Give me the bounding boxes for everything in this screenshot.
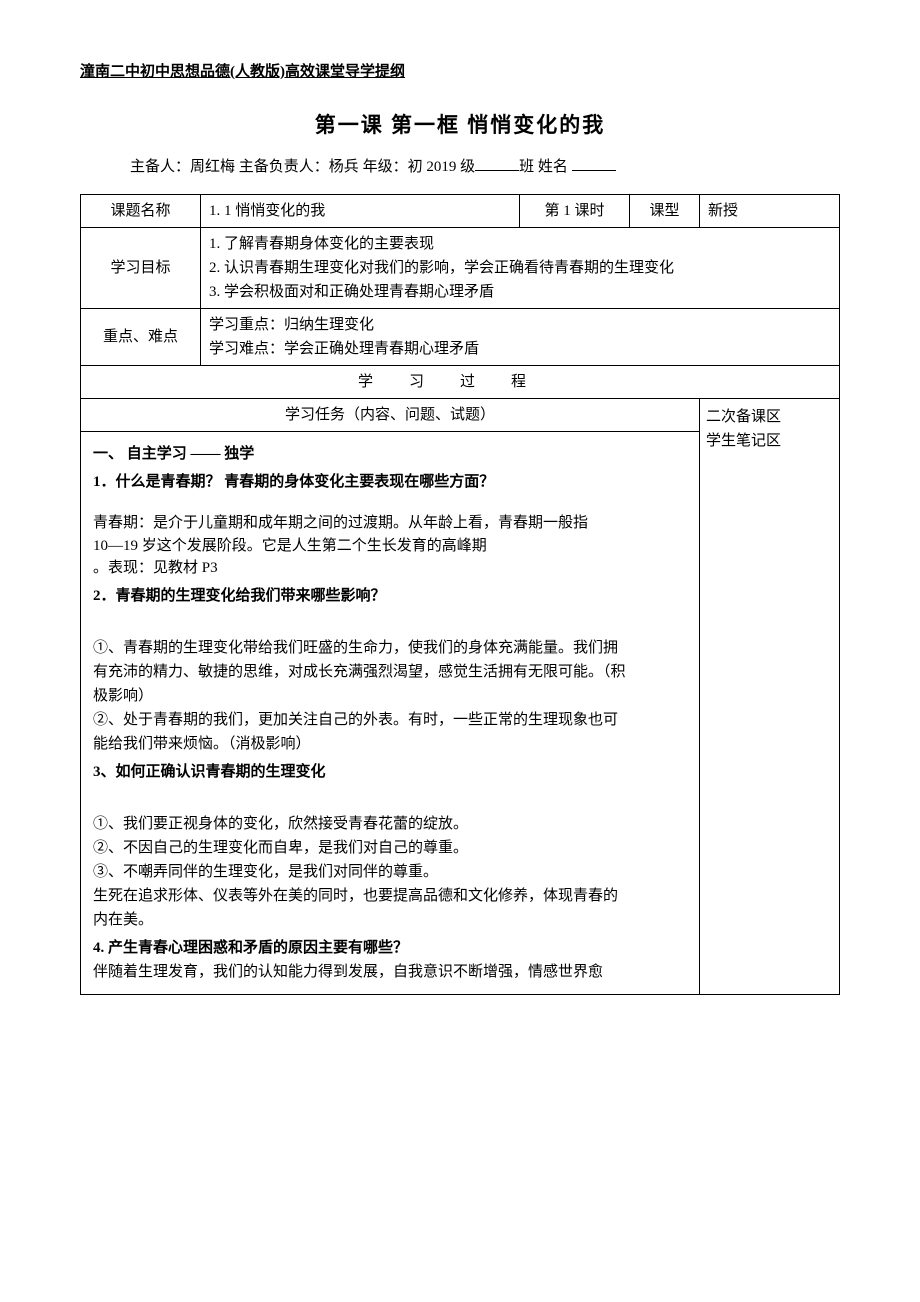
section-heading: 一、 自主学习 —— 独学 <box>93 442 687 466</box>
answer-text: 有充沛的精力、敏捷的思维，对成长充满强烈渴望，感觉生活拥有无限可能。（积 <box>93 660 687 684</box>
page-header-underline: 潼南二中初中思想品德(人教版)高效课堂导学提纲 <box>80 60 840 81</box>
process-header: 学习过程 <box>81 366 840 399</box>
answer-text: 生死在追求形体、仪表等外在美的同时，也要提高品德和文化修养，体现青春的 <box>93 884 687 908</box>
class-blank[interactable] <box>475 155 519 171</box>
topic-value: 1. 1 悄悄变化的我 <box>201 195 520 228</box>
table-row: 学习过程 <box>81 366 840 399</box>
objectives-label: 学习目标 <box>81 228 201 309</box>
table-row: 学习任务（内容、问题、试题） 二次备课区 学生笔记区 <box>81 399 840 432</box>
question-4: 4. 产生青春心理困惑和矛盾的原因主要有哪些？ <box>93 936 687 960</box>
answer-text: 内在美。 <box>93 908 687 932</box>
lesson-title: 第一课 第一框 悄悄变化的我 <box>80 109 840 139</box>
answer-text: ③、不嘲弄同伴的生理变化，是我们对同伴的尊重。 <box>93 860 687 884</box>
answer-text: 青春期：是介于儿童期和成年期之间的过渡期。从年龄上看，青春期一般指 <box>93 512 687 535</box>
objectives-value: 1. 了解青春期身体变化的主要表现 2. 认识青春期生理变化对我们的影响，学会正… <box>201 228 840 309</box>
answer-text: 能给我们带来烦恼。（消极影响） <box>93 732 687 756</box>
question-2: 2．青春期的生理变化给我们带来哪些影响？ <box>93 584 687 608</box>
answer-text: ①、青春期的生理变化带给我们旺盛的生命力，使我们的身体充满能量。我们拥 <box>93 636 687 660</box>
notes-header-line: 二次备课区 <box>706 405 833 429</box>
keypoints-label: 重点、难点 <box>81 309 201 366</box>
keypoints-value: 学习重点：归纳生理变化 学习难点：学会正确处理青春期心理矛盾 <box>201 309 840 366</box>
spacer <box>93 494 687 512</box>
answer-text: ①、我们要正视身体的变化，欣然接受青春花蕾的绽放。 <box>93 812 687 836</box>
topic-label: 课题名称 <box>81 195 201 228</box>
preparer-label: 主备人： <box>130 159 190 175</box>
table-row: 学习目标 1. 了解青春期身体变化的主要表现 2. 认识青春期生理变化对我们的影… <box>81 228 840 309</box>
answer-text: 10—19 岁这个发展阶段。它是人生第二个生长发育的高峰期 <box>93 535 687 558</box>
notes-column: 二次备课区 学生笔记区 <box>700 399 840 995</box>
question-1: 1．什么是青春期？ 青春期的身体变化主要表现在哪些方面？ <box>93 470 687 494</box>
question-3: 3、如何正确认识青春期的生理变化 <box>93 760 687 784</box>
answer-text: 极影响） <box>93 684 687 708</box>
table-row: 重点、难点 学习重点：归纳生理变化 学习难点：学会正确处理青春期心理矛盾 <box>81 309 840 366</box>
period-value: 第 1 课时 <box>520 195 630 228</box>
answer-text: 伴随着生理发育，我们的认知能力得到发展，自我意识不断增强，情感世界愈 <box>93 960 687 984</box>
objective-line: 2. 认识青春期生理变化对我们的影响，学会正确看待青春期的生理变化 <box>209 256 831 280</box>
spacer <box>93 784 687 812</box>
grade-label: 年级：初 2019 级 <box>359 159 475 175</box>
notes-header-line: 学生笔记区 <box>706 429 833 453</box>
preparer-name: 周红梅 <box>190 159 235 175</box>
content-cell: 一、 自主学习 —— 独学 1．什么是青春期？ 青春期的身体变化主要表现在哪些方… <box>81 432 700 995</box>
answer-text: 。表现：见教材 P3 <box>93 557 687 580</box>
responsible-label: 主备负责人： <box>235 159 329 175</box>
type-value: 新授 <box>700 195 840 228</box>
answer-text: ②、不因自己的生理变化而自卑，是我们对自己的尊重。 <box>93 836 687 860</box>
lesson-plan-table: 课题名称 1. 1 悄悄变化的我 第 1 课时 课型 新授 学习目标 1. 了解… <box>80 194 840 995</box>
responsible-name: 杨兵 <box>329 159 359 175</box>
type-label: 课型 <box>630 195 700 228</box>
objective-line: 1. 了解青春期身体变化的主要表现 <box>209 232 831 256</box>
class-suffix: 班 姓名 <box>519 159 572 175</box>
answer-text: ②、处于青春期的我们，更加关注自己的外表。有时，一些正常的生理现象也可 <box>93 708 687 732</box>
task-header: 学习任务（内容、问题、试题） <box>81 399 700 432</box>
keypoint-line: 学习重点：归纳生理变化 <box>209 313 831 337</box>
name-blank[interactable] <box>572 155 616 171</box>
objective-line: 3. 学会积极面对和正确处理青春期心理矛盾 <box>209 280 831 304</box>
keypoint-line: 学习难点：学会正确处理青春期心理矛盾 <box>209 337 831 361</box>
lesson-subtitle: 主备人：周红梅 主备负责人：杨兵 年级：初 2019 级 班 姓名 <box>80 155 840 176</box>
spacer <box>93 608 687 636</box>
table-row: 课题名称 1. 1 悄悄变化的我 第 1 课时 课型 新授 <box>81 195 840 228</box>
